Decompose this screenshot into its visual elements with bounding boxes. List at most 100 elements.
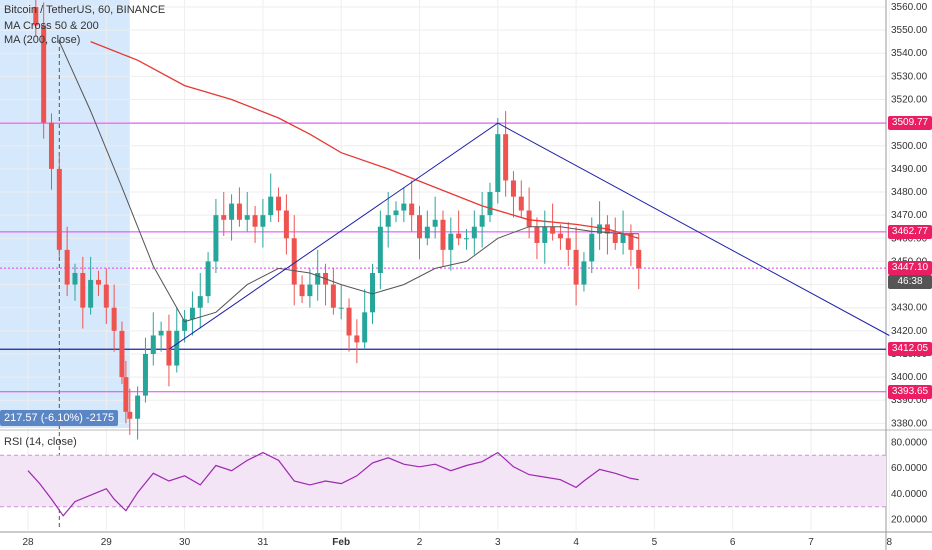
price-tick-label: 3540.00 — [891, 48, 928, 59]
time-tick-label: 30 — [179, 537, 191, 548]
resistance-price-tag: 3509.77 — [888, 116, 932, 131]
candle-body — [268, 196, 274, 216]
time-tick-label: 8 — [887, 537, 893, 548]
candle-body — [346, 307, 352, 336]
candle-body — [119, 330, 125, 378]
rsi-line — [27, 451, 639, 517]
candle-body — [401, 203, 407, 211]
candle-body — [628, 233, 634, 250]
price-tick-label: 3560.00 — [891, 2, 928, 13]
time-tick-label: Feb — [332, 537, 350, 548]
candle-body — [409, 203, 415, 216]
price-tick-label: 3520.00 — [891, 94, 928, 105]
candle-body — [542, 226, 548, 243]
support-price-tag: 3412.05 — [888, 342, 932, 357]
time-tick-label: 7 — [808, 537, 814, 548]
candle-body — [276, 196, 282, 211]
time-tick-label: 28 — [22, 537, 34, 548]
candle-body — [424, 226, 430, 239]
time-tick-label: 5 — [652, 537, 658, 548]
candle-body — [41, 25, 47, 123]
rsi-tick-label: 20.0000 — [891, 515, 928, 526]
time-tick-label: 29 — [101, 537, 113, 548]
candle-body — [123, 377, 129, 412]
price-tick-label: 3400.00 — [891, 372, 928, 383]
candle-body — [557, 233, 563, 239]
candle-body — [291, 238, 297, 285]
candle-body — [72, 272, 78, 285]
rsi-tick-label: 80.0000 — [891, 437, 928, 448]
candle-body — [174, 330, 180, 366]
rsi-tick-label: 60.0000 — [891, 463, 928, 474]
candle-body — [64, 249, 70, 285]
candle-body — [229, 203, 235, 220]
candle-body — [315, 272, 321, 285]
candle-body — [260, 215, 266, 227]
candle-body — [166, 330, 172, 366]
time-tick-label: 3 — [495, 537, 501, 548]
time-tick-label: 2 — [417, 537, 423, 548]
candle-body — [518, 196, 524, 211]
candle-body — [471, 226, 477, 239]
candle-body — [550, 226, 556, 234]
candle-body — [307, 284, 313, 297]
candle-body — [244, 215, 250, 220]
candle-body — [589, 233, 595, 262]
price-tick-label: 3470.00 — [891, 210, 928, 221]
time-tick-label: 6 — [730, 537, 736, 548]
candle-body — [526, 210, 532, 227]
candle-body — [448, 233, 454, 250]
candle-body — [385, 215, 391, 227]
price-tick-label: 3380.00 — [891, 418, 928, 429]
candle-body — [456, 233, 462, 239]
candle-body — [252, 215, 258, 227]
candle-body — [393, 210, 399, 216]
candle-body — [213, 215, 219, 262]
candle-body — [56, 168, 62, 250]
low-price-tag: 3393.65 — [888, 384, 932, 399]
candle-body — [135, 395, 141, 419]
last-price-tag: 3447.10 — [888, 261, 932, 276]
candle-body — [88, 279, 94, 308]
price-tick-label: 3550.00 — [891, 25, 928, 36]
candle-body — [581, 261, 587, 285]
candle-body — [111, 307, 117, 331]
countdown-tag: 46:38 — [888, 275, 932, 290]
candle-body — [362, 312, 368, 343]
candle-body — [221, 215, 227, 220]
price-tick-label: 3430.00 — [891, 303, 928, 314]
price-tick-label: 3490.00 — [891, 164, 928, 175]
price-tick-label: 3500.00 — [891, 141, 928, 152]
time-tick-label: 4 — [573, 537, 579, 548]
candle-body — [197, 296, 203, 308]
time-tick-label: 31 — [257, 537, 269, 548]
candle-body — [205, 261, 211, 297]
candle-body — [330, 284, 336, 308]
candle-body — [612, 233, 618, 243]
candle-body — [33, 6, 39, 26]
candle-body — [354, 335, 360, 343]
rsi-legend[interactable]: RSI (14, close) — [4, 436, 77, 448]
ma200-line — [90, 40, 639, 239]
candle-body — [463, 238, 469, 240]
candle-body — [573, 249, 579, 285]
candle-body — [440, 219, 446, 250]
candle-body — [142, 353, 148, 396]
candle-body — [565, 238, 571, 250]
candle-body — [510, 180, 516, 197]
candle-body — [299, 284, 305, 297]
candle-body — [189, 307, 195, 320]
candle-body — [158, 330, 164, 336]
price-tick-label: 3480.00 — [891, 187, 928, 198]
candle-body — [636, 249, 642, 269]
candle-body — [283, 210, 289, 239]
ma200-legend[interactable]: MA (200, close) — [4, 34, 81, 46]
price-tick-label: 3530.00 — [891, 71, 928, 82]
candle-body — [487, 192, 493, 216]
candle-body — [182, 319, 188, 331]
selection-highlight — [0, 0, 130, 428]
ma-cross-legend[interactable]: MA Cross 50 & 200 — [4, 20, 99, 32]
rsi-tick-label: 40.0000 — [891, 489, 928, 500]
candle-body — [127, 411, 133, 419]
